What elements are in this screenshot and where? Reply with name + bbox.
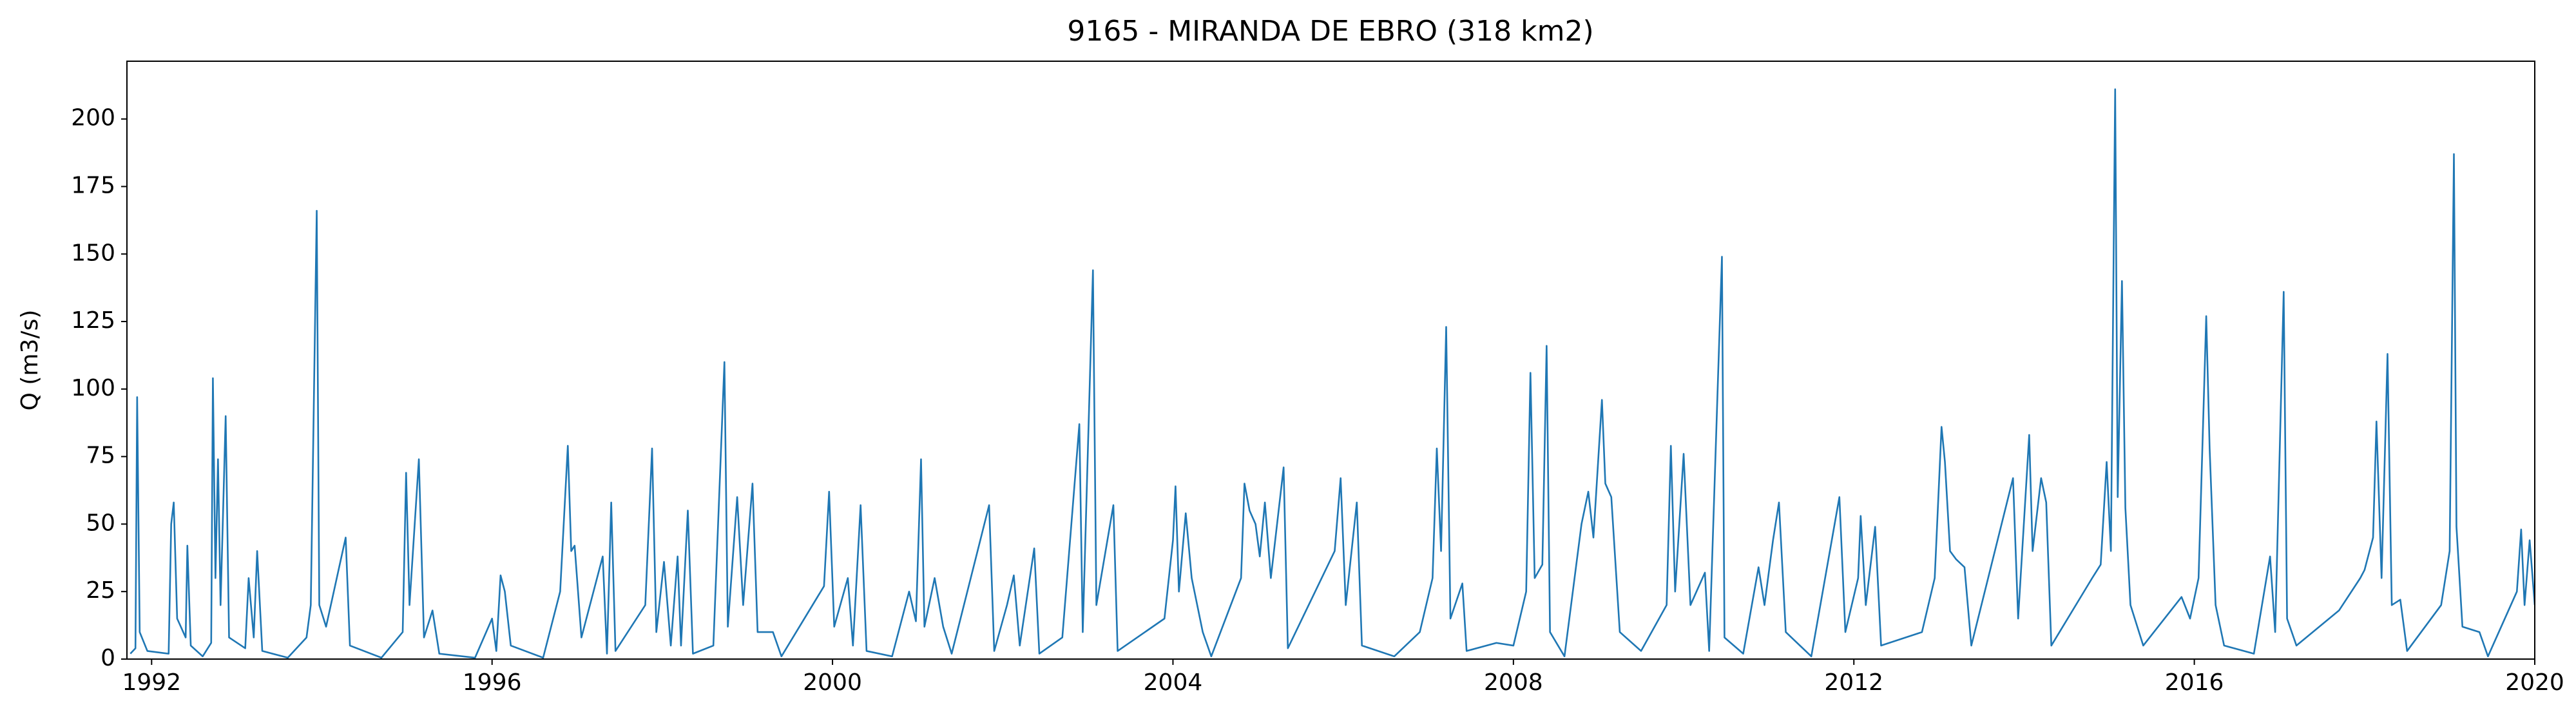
y-tick-label: 0 bbox=[101, 645, 115, 671]
x-tick-label: 2012 bbox=[1824, 669, 1883, 696]
y-tick-label: 125 bbox=[71, 307, 115, 334]
y-tick-label: 150 bbox=[71, 240, 115, 266]
y-tick-label: 50 bbox=[86, 510, 115, 536]
x-tick-label: 2004 bbox=[1144, 669, 1203, 696]
chart-title: 9165 - MIRANDA DE EBRO (318 km2) bbox=[1067, 15, 1593, 48]
y-tick-label: 175 bbox=[71, 172, 115, 198]
x-tick-label: 1992 bbox=[122, 669, 181, 696]
x-tick-label: 1996 bbox=[463, 669, 522, 696]
x-tick-label: 2020 bbox=[2505, 669, 2564, 696]
x-tick-label: 2016 bbox=[2165, 669, 2224, 696]
plot-frame bbox=[126, 61, 2535, 660]
y-tick-label: 25 bbox=[86, 577, 115, 604]
y-tick-label: 75 bbox=[86, 443, 115, 469]
y-tick-label: 200 bbox=[71, 105, 115, 131]
y-tick-label: 100 bbox=[71, 375, 115, 401]
y-axis-label: Q (m3/s) bbox=[17, 310, 43, 411]
data-line bbox=[130, 88, 2535, 659]
x-tick-label: 2008 bbox=[1484, 669, 1543, 696]
x-tick-label: 2000 bbox=[803, 669, 862, 696]
